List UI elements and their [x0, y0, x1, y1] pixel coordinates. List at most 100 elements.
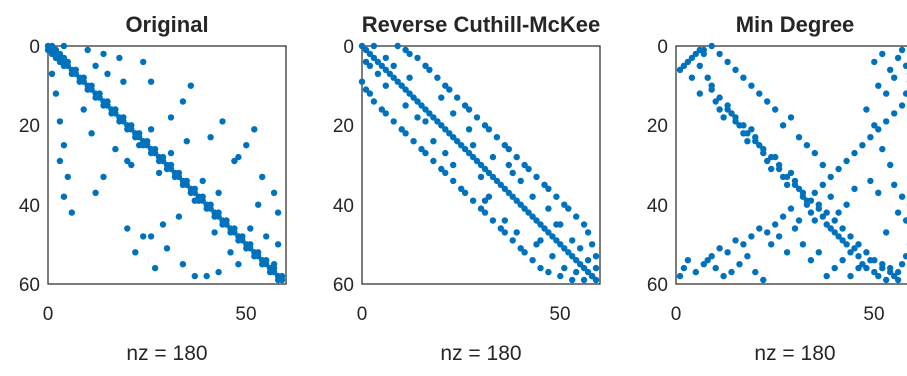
data-point — [867, 178, 873, 184]
data-point — [720, 114, 726, 120]
data-point — [219, 118, 225, 124]
data-point — [863, 106, 869, 112]
data-point — [553, 221, 559, 227]
data-point — [879, 51, 885, 57]
data-point — [689, 75, 695, 81]
data-point — [545, 186, 551, 192]
data-point — [839, 257, 845, 263]
data-point — [506, 146, 512, 152]
data-point — [57, 118, 63, 124]
data-point — [895, 277, 901, 283]
y-tick-label: 20 — [333, 116, 354, 137]
data-point — [235, 261, 241, 267]
data-point — [482, 209, 488, 215]
data-point — [577, 245, 583, 251]
data-point — [859, 142, 865, 148]
data-point — [713, 265, 719, 271]
data-point — [207, 134, 213, 140]
data-point — [879, 261, 885, 267]
data-point — [267, 269, 273, 275]
data-point — [732, 114, 738, 120]
data-point — [235, 154, 241, 160]
data-point — [565, 205, 571, 211]
data-point — [804, 198, 810, 204]
data-point — [81, 106, 87, 112]
data-point — [251, 126, 257, 132]
data-point — [180, 98, 186, 104]
data-point — [895, 209, 901, 215]
data-point — [176, 213, 182, 219]
data-point — [832, 217, 838, 223]
data-point — [883, 90, 889, 96]
data-point — [537, 265, 543, 271]
data-point — [466, 126, 472, 132]
data-point — [756, 225, 762, 231]
data-point — [116, 118, 122, 124]
data-point — [227, 229, 233, 235]
data-point — [899, 102, 905, 108]
data-point — [510, 170, 516, 176]
data-point — [112, 146, 118, 152]
data-point — [391, 63, 397, 69]
data-point — [414, 114, 420, 120]
data-point — [470, 198, 476, 204]
data-point — [744, 130, 750, 136]
y-tick-label: 0 — [657, 37, 668, 58]
data-point — [69, 209, 75, 215]
data-point — [871, 122, 877, 128]
data-point — [752, 138, 758, 144]
x-tick-label: 0 — [43, 304, 54, 325]
data-point — [430, 158, 436, 164]
y-tick-label: 60 — [647, 275, 668, 296]
data-point — [148, 150, 154, 156]
data-point — [589, 273, 595, 279]
data-point — [470, 142, 476, 148]
data-point — [263, 233, 269, 239]
data-point — [843, 158, 849, 164]
subplot-min-degree: Min Degree 0 20 40 60 0 50 nz = 180 — [647, 12, 907, 365]
y-tick-label: 40 — [19, 196, 40, 217]
data-point — [422, 150, 428, 156]
data-point — [255, 202, 261, 208]
data-point — [553, 194, 559, 200]
data-point — [211, 229, 217, 235]
data-point — [371, 43, 377, 49]
data-point — [732, 67, 738, 73]
data-point — [168, 114, 174, 120]
data-point — [410, 138, 416, 144]
data-point — [243, 142, 249, 148]
data-point — [828, 194, 834, 200]
data-point — [792, 225, 798, 231]
data-point — [871, 257, 877, 263]
data-point — [104, 71, 110, 77]
data-point — [136, 142, 142, 148]
subplot-original: Original 0 20 40 60 0 50 nz = 180 — [19, 12, 286, 365]
data-point — [740, 241, 746, 247]
data-point — [434, 75, 440, 81]
data-point — [243, 245, 249, 251]
data-point — [359, 79, 365, 85]
data-point — [891, 75, 897, 81]
data-point — [367, 90, 373, 96]
data-point — [839, 225, 845, 231]
data-point — [716, 106, 722, 112]
data-point — [514, 154, 520, 160]
data-point — [120, 79, 126, 85]
data-point — [772, 221, 778, 227]
data-point — [124, 126, 130, 132]
data-point — [132, 134, 138, 140]
data-point — [768, 154, 774, 160]
data-point — [720, 273, 726, 279]
data-point — [736, 261, 742, 267]
data-point — [85, 47, 91, 53]
data-point — [545, 205, 551, 211]
subplot-title: Reverse Cuthill-McKee — [362, 12, 600, 37]
data-point — [732, 237, 738, 243]
data-point — [744, 138, 750, 144]
data-point — [709, 43, 715, 49]
data-point — [883, 118, 889, 124]
data-point — [899, 194, 905, 200]
data-point — [744, 253, 750, 259]
data-point — [705, 257, 711, 263]
